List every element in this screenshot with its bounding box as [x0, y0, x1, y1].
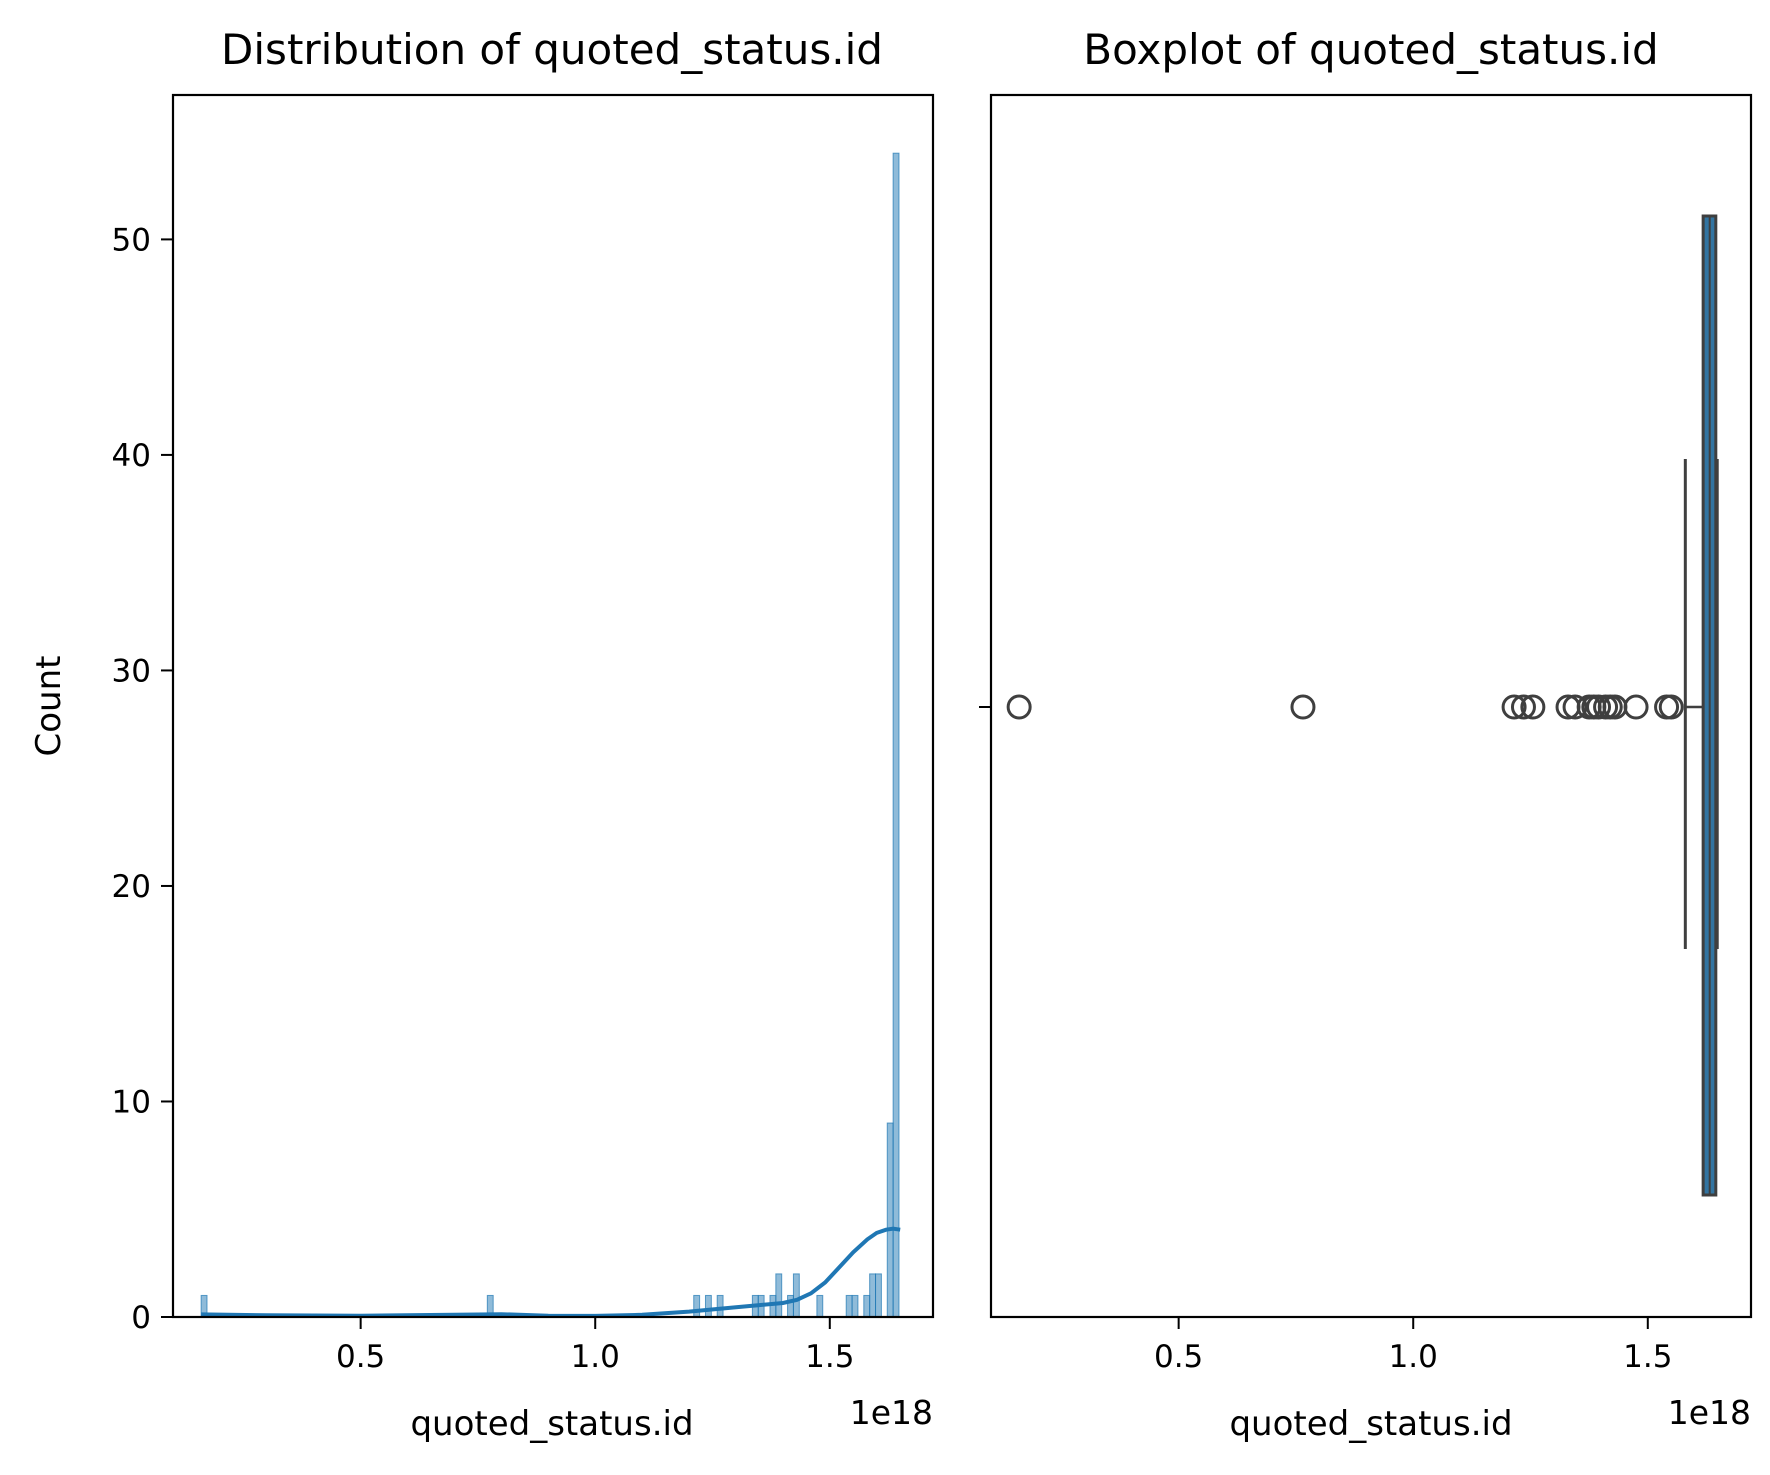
boxplot-outlier	[1520, 694, 1546, 720]
boxplot-x-tick-label: 0.5	[1154, 1339, 1203, 1375]
boxplot-outlier	[1658, 694, 1684, 720]
histogram-x-ticks: 0.5 1.0 1.5	[336, 1317, 854, 1375]
boxplot-x-axis-label: quoted_status.id	[1229, 1404, 1512, 1444]
histogram-x-tick-label: 1.5	[805, 1339, 854, 1375]
histogram-bar	[787, 1294, 794, 1318]
histogram-y-tick-label: 30	[112, 653, 151, 689]
histogram-bar	[869, 1273, 877, 1318]
boxplot-outlier	[1501, 694, 1527, 720]
histogram-kde-line	[201, 1226, 901, 1318]
boxplot-x-offset-label: 1e18	[1668, 1393, 1751, 1432]
histogram-bar	[816, 1294, 824, 1318]
boxplot-panel: Boxplot of quoted_status.id 0.5 1.0 1.5 qu…	[979, 25, 1753, 1444]
boxplot-outlier	[1510, 694, 1536, 720]
histogram-bar	[792, 1273, 800, 1318]
histogram-bar	[775, 1273, 783, 1318]
histogram-y-ticks: 0 10 20 30 40 50	[112, 222, 173, 1336]
histogram-bar	[704, 1294, 712, 1318]
histogram-plot-area	[171, 93, 935, 1319]
histogram-y-tick-label: 50	[112, 222, 151, 258]
histogram-x-tick-label: 0.5	[336, 1339, 385, 1375]
boxplot-x-ticks: 0.5 1.0 1.5	[1154, 1317, 1672, 1375]
boxplot-outlier	[1006, 694, 1032, 720]
histogram-x-axis-label: quoted_status.id	[410, 1404, 693, 1444]
boxplot-outlier	[1290, 694, 1316, 720]
histogram-x-offset-label: 1e18	[850, 1393, 933, 1432]
boxplot-x-tick-label: 1.5	[1623, 1339, 1672, 1375]
histogram-bar	[845, 1294, 853, 1318]
histogram-bar	[886, 1122, 894, 1318]
boxplot-outlier	[1586, 694, 1612, 720]
histogram-y-tick-label: 20	[112, 869, 151, 905]
histogram-bar	[863, 1294, 871, 1318]
histogram-bar	[851, 1294, 859, 1318]
histogram-bar	[693, 1294, 701, 1318]
boxplot-elements	[1006, 214, 1719, 1197]
histogram-axes-frame	[171, 93, 935, 1319]
histogram-bar	[892, 152, 900, 1318]
boxplot-x-tick-label: 1.0	[1389, 1339, 1438, 1375]
boxplot-title: Boxplot of quoted_status.id	[1083, 25, 1658, 74]
histogram-bar	[769, 1294, 777, 1318]
histogram-panel: Distribution of quoted_status.id 0.5 1.0 1…	[29, 25, 935, 1444]
histogram-title: Distribution of quoted_status.id	[221, 25, 883, 74]
boxplot-outlier	[1623, 694, 1649, 720]
histogram-bar	[716, 1294, 724, 1318]
histogram-y-axis-label: Count	[29, 656, 69, 757]
histogram-y-tick-label: 0	[131, 1300, 151, 1336]
histogram-x-tick-label: 1.0	[571, 1339, 620, 1375]
histogram-y-tick-label: 10	[112, 1084, 151, 1120]
histogram-bar	[875, 1273, 882, 1318]
histogram-y-tick-label: 40	[112, 438, 151, 474]
